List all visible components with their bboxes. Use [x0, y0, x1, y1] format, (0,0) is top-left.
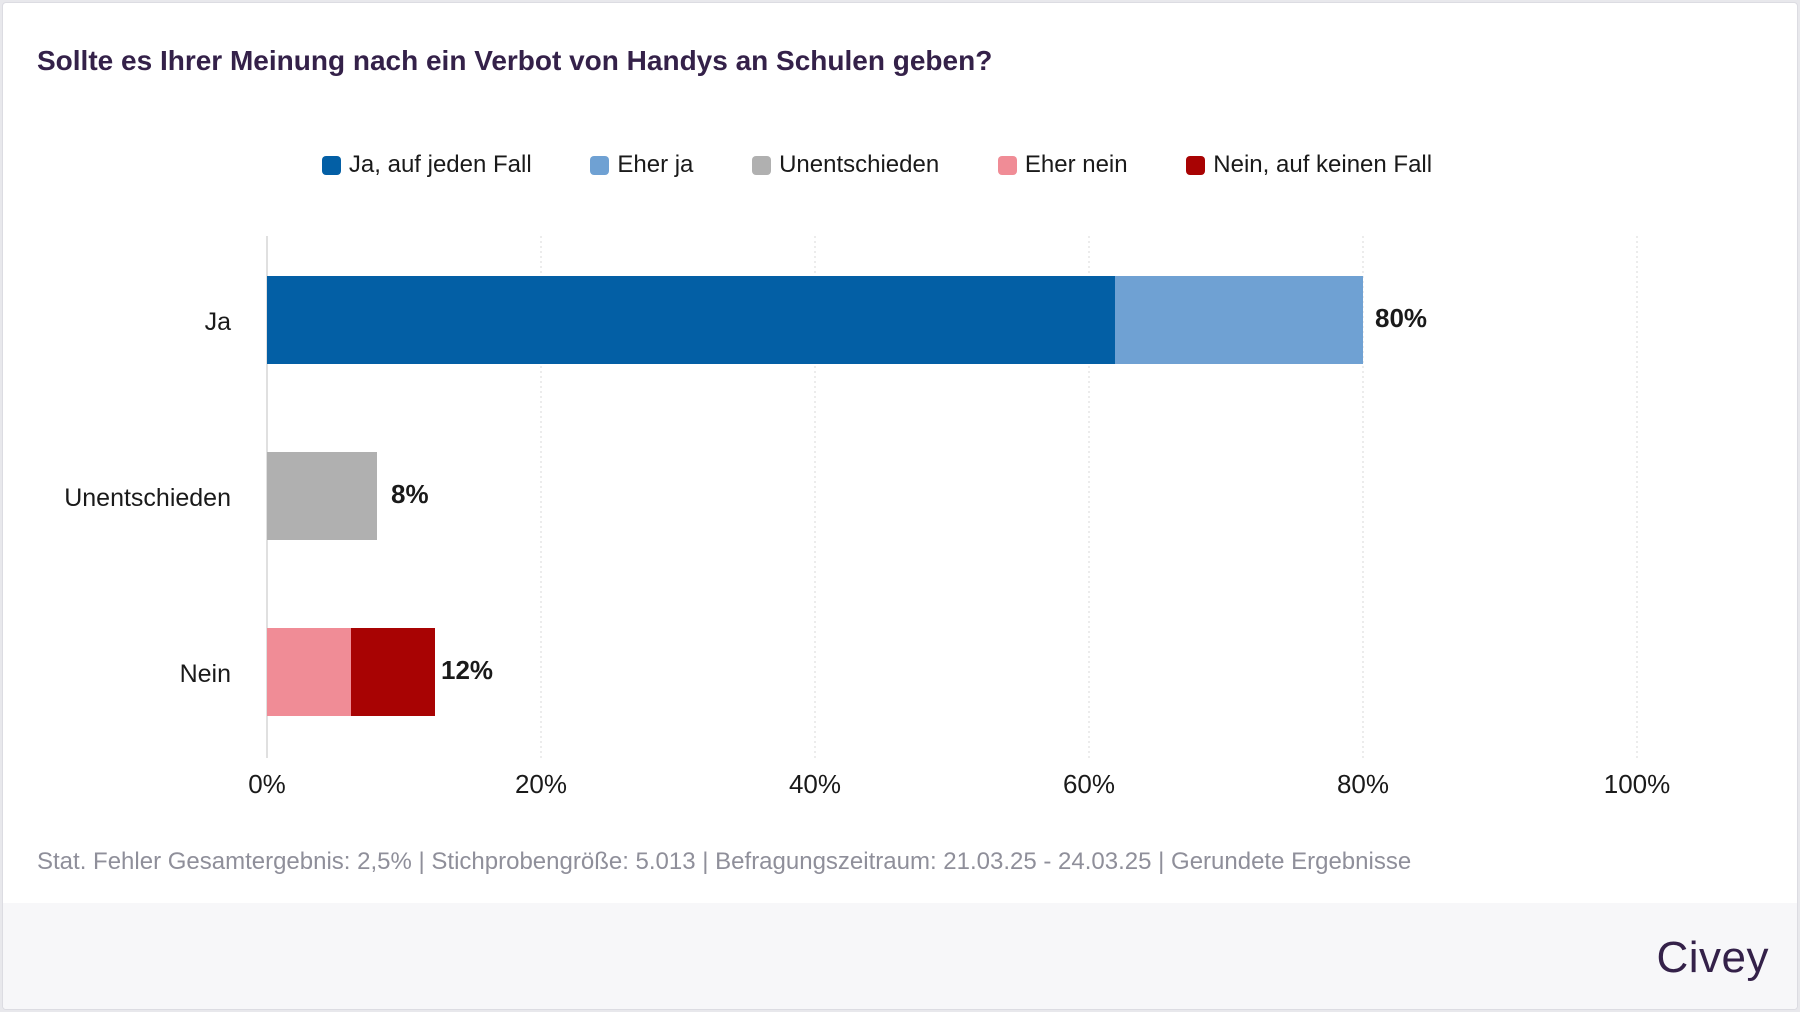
svg-text:Nein: Nein [180, 660, 231, 688]
svg-text:40%: 40% [789, 769, 841, 799]
svg-text:20%: 20% [515, 769, 567, 799]
svg-text:100%: 100% [1604, 769, 1671, 799]
svg-text:80%: 80% [1375, 303, 1427, 333]
svg-text:Unentschieden: Unentschieden [64, 484, 231, 512]
svg-text:Ja: Ja [205, 308, 232, 336]
svg-text:60%: 60% [1063, 769, 1115, 799]
svg-text:8%: 8% [391, 479, 429, 509]
svg-text:80%: 80% [1337, 769, 1389, 799]
svg-text:12%: 12% [441, 655, 493, 685]
svg-text:0%: 0% [248, 769, 286, 799]
